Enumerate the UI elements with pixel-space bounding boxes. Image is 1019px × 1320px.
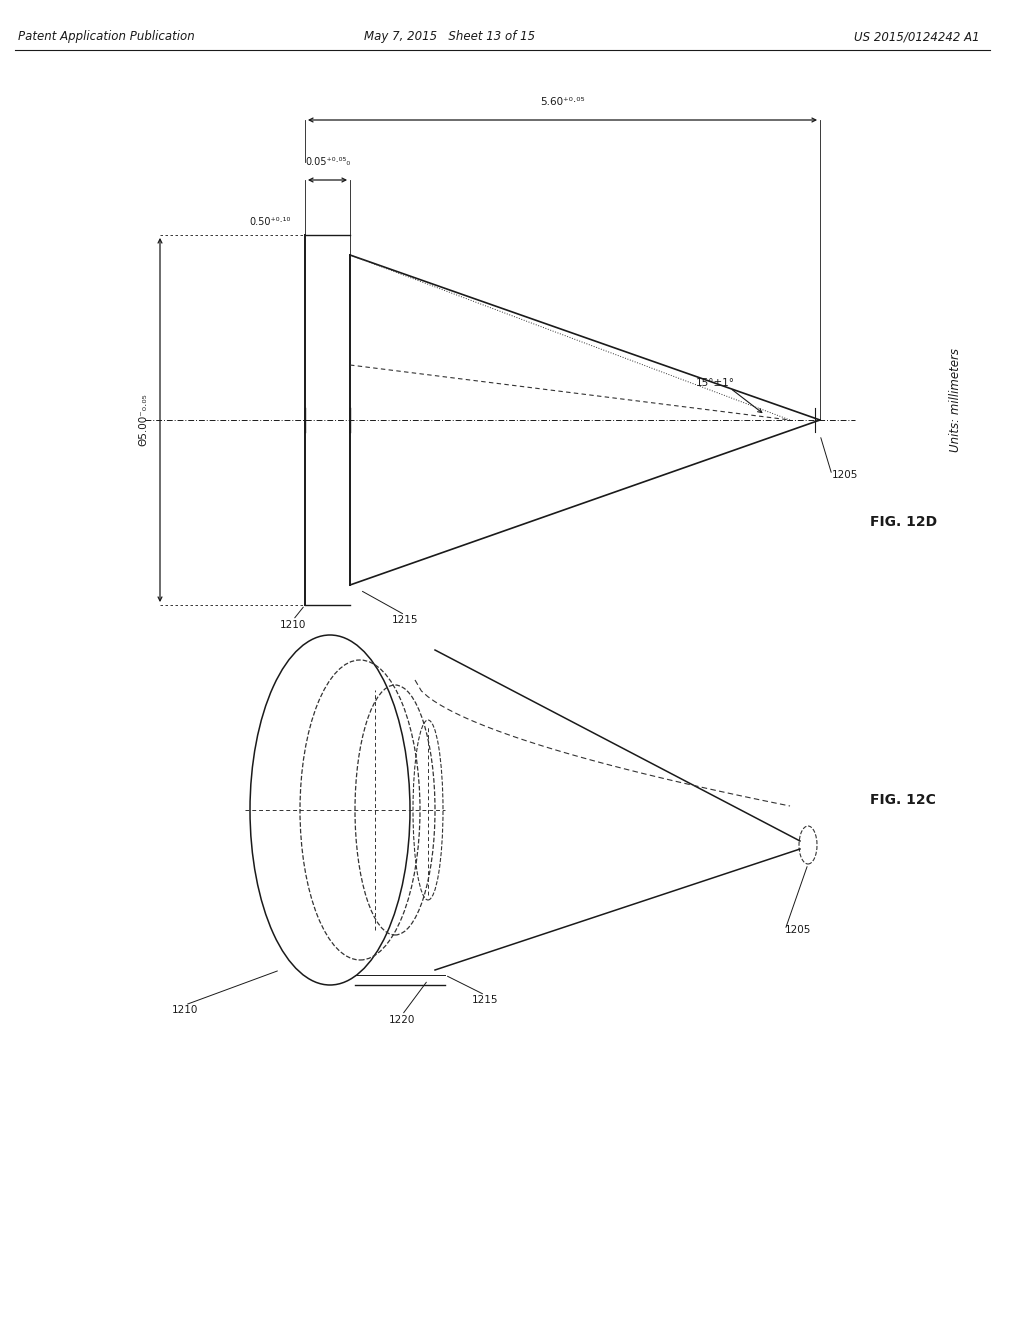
Text: Patent Application Publication: Patent Application Publication <box>18 30 195 44</box>
Text: May 7, 2015   Sheet 13 of 15: May 7, 2015 Sheet 13 of 15 <box>364 30 535 44</box>
Text: 1205: 1205 <box>832 470 858 480</box>
Text: 0.05⁺⁰·⁰⁵₀: 0.05⁺⁰·⁰⁵₀ <box>305 157 350 168</box>
Text: FIG. 12C: FIG. 12C <box>869 793 935 807</box>
Text: 0.50⁺⁰·¹⁰: 0.50⁺⁰·¹⁰ <box>249 216 290 227</box>
Text: 5.60⁺⁰·⁰⁵: 5.60⁺⁰·⁰⁵ <box>540 96 584 107</box>
Text: 1210: 1210 <box>279 620 306 630</box>
Text: 1215: 1215 <box>471 995 497 1005</box>
Text: 1215: 1215 <box>391 615 418 624</box>
Text: 1205: 1205 <box>785 925 810 935</box>
Text: Units: millimeters: Units: millimeters <box>948 348 961 451</box>
Text: 15°±1°: 15°±1° <box>695 378 734 388</box>
Text: 1220: 1220 <box>388 1015 415 1026</box>
Text: Θ5.00⁻₀.₀₅: Θ5.00⁻₀.₀₅ <box>138 393 148 446</box>
Text: US 2015/0124242 A1: US 2015/0124242 A1 <box>854 30 979 44</box>
Text: FIG. 12D: FIG. 12D <box>869 515 936 529</box>
Text: 1210: 1210 <box>171 1005 198 1015</box>
